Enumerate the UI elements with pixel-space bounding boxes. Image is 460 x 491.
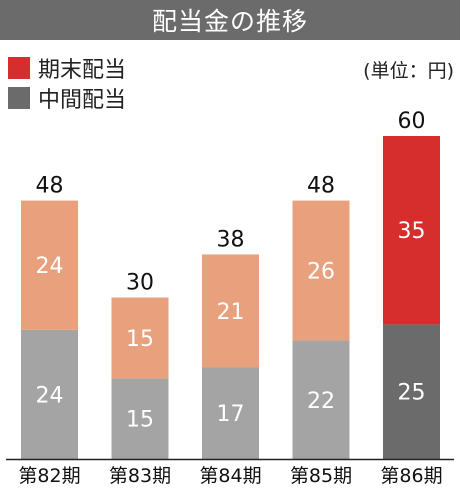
legend-item-interim: 中間配当: [8, 84, 127, 113]
value-label-yearend-4: 26: [307, 260, 335, 285]
value-label-interim-4: 22: [307, 389, 335, 414]
total-label-4: 48: [307, 174, 335, 199]
legend-label-yearend: 期末配当: [38, 58, 127, 83]
total-label-3: 38: [217, 227, 245, 252]
category-label-5: 第86期: [380, 465, 442, 487]
bar-yearend-4: [292, 200, 350, 341]
bar-interim-4: [292, 340, 350, 459]
legend-item-yearend: 期末配当: [8, 54, 127, 83]
bar-yearend-5: [383, 136, 440, 325]
total-label-2: 30: [126, 271, 154, 296]
legend: 期末配当 中間配当: [8, 54, 126, 114]
bar-yearend-2: [111, 297, 169, 379]
value-label-interim-3: 17: [217, 402, 245, 427]
value-label-yearend-5: 35: [398, 219, 426, 244]
legend-swatch-interim: [8, 87, 30, 109]
total-label-5: 60: [398, 109, 426, 134]
bar-interim-2: [111, 378, 169, 459]
category-label-4: 第85期: [290, 465, 352, 487]
value-label-interim-5: 25: [398, 381, 426, 406]
legend-label-interim: 中間配当: [38, 88, 127, 113]
category-label-3: 第84期: [199, 465, 261, 487]
bar-interim-1: [21, 329, 78, 459]
value-label-interim-1: 24: [36, 383, 64, 408]
value-label-yearend-1: 24: [36, 254, 64, 279]
chart-title: 配当金の推移: [151, 7, 308, 36]
total-label-1: 48: [36, 174, 64, 199]
chart-title-bar: 配当金の推移: [0, 0, 460, 40]
bar-interim-5: [383, 324, 440, 459]
unit-label: (単位：円): [363, 60, 454, 82]
bar-yearend-3: [202, 254, 259, 368]
value-label-yearend-2: 15: [126, 327, 154, 352]
category-label-1: 第82期: [18, 465, 80, 487]
legend-swatch-yearend: [8, 57, 30, 79]
bar-yearend-1: [21, 200, 78, 330]
value-label-yearend-3: 21: [217, 300, 245, 325]
value-label-interim-2: 15: [126, 408, 154, 433]
category-label-2: 第83期: [109, 465, 171, 487]
bar-interim-3: [202, 367, 259, 459]
